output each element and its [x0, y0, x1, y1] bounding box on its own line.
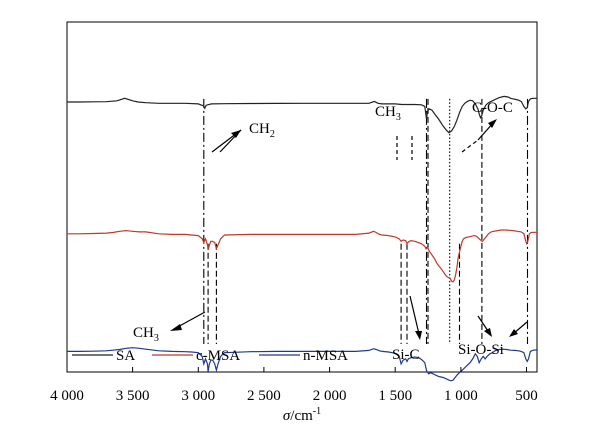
- legend: SA c-MSA n-MSA: [72, 348, 348, 364]
- reference-lines: [203, 98, 529, 344]
- svg-text:CH3: CH3: [375, 104, 401, 123]
- annotations: CH2 CH3 CH3 C-O-C Si-C Si-O-S: [133, 100, 528, 363]
- annotation-siosi: Si-O-Si: [458, 315, 528, 358]
- x-tick-label: 4 000: [50, 388, 84, 404]
- annotation-siosi-label: Si-O-Si: [458, 342, 504, 358]
- x-tick-label: 1 000: [444, 388, 478, 404]
- annotation-coc: C-O-C: [461, 100, 513, 153]
- annotation-ch3-bottom-label: CH: [133, 325, 154, 341]
- x-tick-label: 500: [515, 388, 538, 404]
- annotation-coc-label: C-O-C: [472, 100, 513, 116]
- annotation-ch2: CH2: [211, 121, 275, 153]
- annotation-ch2-label: CH: [249, 121, 270, 137]
- annotation-sic: Si-C: [392, 295, 422, 363]
- legend-item-c-msa: c-MSA: [152, 348, 240, 364]
- legend-label-c-msa: c-MSA: [196, 348, 240, 364]
- legend-label-n-msa: n-MSA: [303, 348, 348, 364]
- series-lines: [67, 95, 538, 382]
- annotation-ch3-top: CH3: [375, 104, 413, 160]
- annotation-ch3-bottom-sub: 3: [154, 333, 159, 344]
- x-tick-label: 2 500: [247, 388, 281, 404]
- svg-text:CH2: CH2: [249, 121, 275, 140]
- series-line-n-msa: [67, 347, 538, 382]
- x-axis-label: σ/cm-1: [283, 406, 321, 424]
- x-tick-label: 2 000: [313, 388, 347, 404]
- annotation-ch3-top-sub: 3: [396, 112, 401, 123]
- series-line-c-msa: [67, 229, 537, 283]
- x-tick-label: 1 500: [378, 388, 412, 404]
- legend-item-n-msa: n-MSA: [259, 348, 348, 364]
- x-tick-label: 3 500: [116, 388, 150, 404]
- plot-frame: [66, 21, 538, 373]
- x-axis-ticks: 4 000 3 500 3 000 2 500 2 000 1 500 1 000 500: [50, 367, 538, 404]
- legend-label-sa: SA: [116, 348, 135, 364]
- annotation-ch3-top-label: CH: [375, 104, 396, 120]
- svg-text:CH3: CH3: [133, 325, 159, 344]
- legend-item-sa: SA: [72, 348, 135, 364]
- annotation-ch3-bottom: CH3: [133, 311, 206, 344]
- series-line-sa: [67, 95, 537, 134]
- annotation-sic-label: Si-C: [392, 347, 420, 363]
- annotation-ch2-sub: 2: [270, 129, 275, 140]
- x-tick-label: 3 000: [181, 388, 215, 404]
